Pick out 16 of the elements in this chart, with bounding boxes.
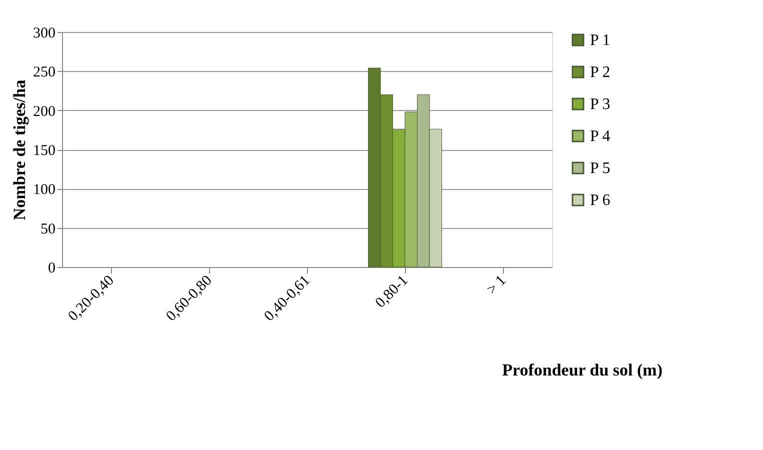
y-tick-label: 150 (33, 143, 56, 159)
legend-label: P 1 (590, 32, 610, 49)
y-tick-label: 50 (40, 221, 56, 238)
y-tick-label: 100 (33, 182, 56, 198)
y-tick-label: 0 (48, 260, 56, 276)
legend-label: P 6 (590, 192, 610, 209)
legend-label: P 2 (590, 64, 610, 81)
y-axis-title: Nombre de tiges/ha (10, 79, 29, 220)
y-tick-label: 300 (33, 26, 56, 42)
y-tick-label: 250 (33, 64, 56, 81)
x-tick-label: > 1 (484, 272, 510, 298)
y-tick-label: 200 (33, 104, 56, 120)
legend-label: P 4 (590, 128, 610, 145)
x-axis-title: Profondeur du sol (m) (502, 360, 662, 380)
legend-label: P 5 (590, 160, 610, 177)
legend-label: P 3 (590, 96, 610, 113)
